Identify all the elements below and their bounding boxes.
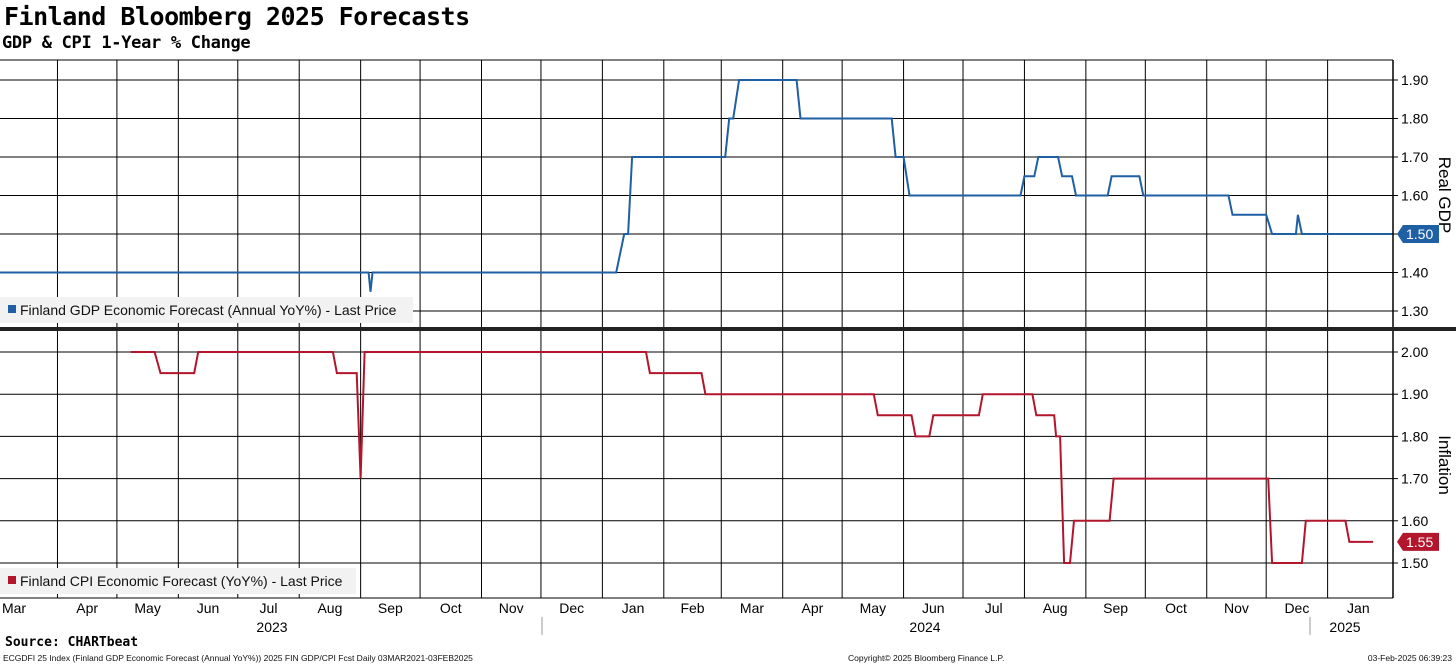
- x-tick-label: Jan: [1347, 600, 1370, 616]
- legend-swatch: [8, 305, 16, 313]
- y-tick-label: 1.60: [1401, 188, 1428, 204]
- y-tick-label: 1.80: [1401, 428, 1428, 444]
- copyright-note: Copyright© 2025 Bloomberg Finance L.P.: [848, 653, 1005, 663]
- legend-box: [0, 568, 356, 594]
- source-note: Source: CHARTbeat: [5, 635, 139, 650]
- last-value-marker: [1397, 532, 1439, 551]
- x-tick-label: Dec: [559, 600, 584, 616]
- x-tick-label: May: [860, 600, 886, 616]
- panel-divider: [0, 327, 1456, 331]
- x-tick-label: May: [134, 600, 160, 616]
- x-tick-label: Aug: [317, 600, 342, 616]
- x-tick-label: Nov: [499, 600, 524, 616]
- timestamp: 03-Feb-2025 06:39:23: [1367, 653, 1452, 663]
- cpi-series-line: [130, 351, 1374, 564]
- x-tick-label: Feb: [680, 600, 704, 616]
- x-tick-label: Aug: [1043, 600, 1068, 616]
- y-tick-label: 1.50: [1401, 555, 1428, 571]
- y-tick-label: 2.00: [1401, 344, 1428, 360]
- y-tick-label: 1.90: [1401, 386, 1428, 402]
- x-tick-label: Jan: [622, 600, 645, 616]
- y-tick-label: 1.70: [1401, 149, 1428, 165]
- chart-subtitle: GDP & CPI 1-Year % Change: [2, 33, 251, 53]
- x-tick-label: Oct: [440, 600, 462, 616]
- y-tick-label: 1.70: [1401, 471, 1428, 487]
- y-tick-label: 1.40: [1401, 265, 1428, 281]
- x-tick-label: Nov: [1224, 600, 1249, 616]
- x-tick-label: Jun: [197, 600, 220, 616]
- y-tick-label: 1.90: [1401, 72, 1428, 88]
- gdp-series-line: [0, 79, 1393, 292]
- year-label: 2023: [256, 619, 287, 635]
- x-tick-label: Mar: [740, 600, 764, 616]
- x-tick-label: Sep: [1103, 600, 1128, 616]
- x-tick-label: Mar: [2, 600, 26, 616]
- y-tick-label: 1.30: [1401, 303, 1428, 319]
- chart-title: Finland Bloomberg 2025 Forecasts: [4, 2, 470, 31]
- x-tick-label: Sep: [378, 600, 403, 616]
- x-tick-label: Jul: [260, 600, 278, 616]
- last-value-label: 1.50: [1406, 226, 1433, 242]
- legend-label: Finland CPI Economic Forecast (YoY%) - L…: [20, 573, 343, 589]
- index-info: ECGDFI 25 Index (Finland GDP Economic Fo…: [3, 653, 473, 663]
- legend-swatch: [8, 576, 16, 584]
- y-tick-label: 1.80: [1401, 111, 1428, 127]
- year-label: 2024: [909, 619, 940, 635]
- y-axis-title: Inflation: [1435, 435, 1454, 495]
- x-tick-label: Jul: [985, 600, 1003, 616]
- y-tick-label: 1.60: [1401, 513, 1428, 529]
- x-tick-label: Apr: [76, 600, 98, 616]
- legend-box: [0, 297, 413, 323]
- legend-label: Finland GDP Economic Forecast (Annual Yo…: [20, 302, 397, 318]
- year-label: 2025: [1329, 619, 1360, 635]
- x-tick-label: Jun: [922, 600, 945, 616]
- last-value-marker: [1397, 225, 1439, 243]
- x-tick-label: Apr: [802, 600, 824, 616]
- x-tick-label: Oct: [1165, 600, 1187, 616]
- y-axis-title: Real GDP: [1435, 157, 1454, 234]
- x-tick-label: Dec: [1284, 600, 1309, 616]
- last-value-label: 1.55: [1406, 534, 1433, 550]
